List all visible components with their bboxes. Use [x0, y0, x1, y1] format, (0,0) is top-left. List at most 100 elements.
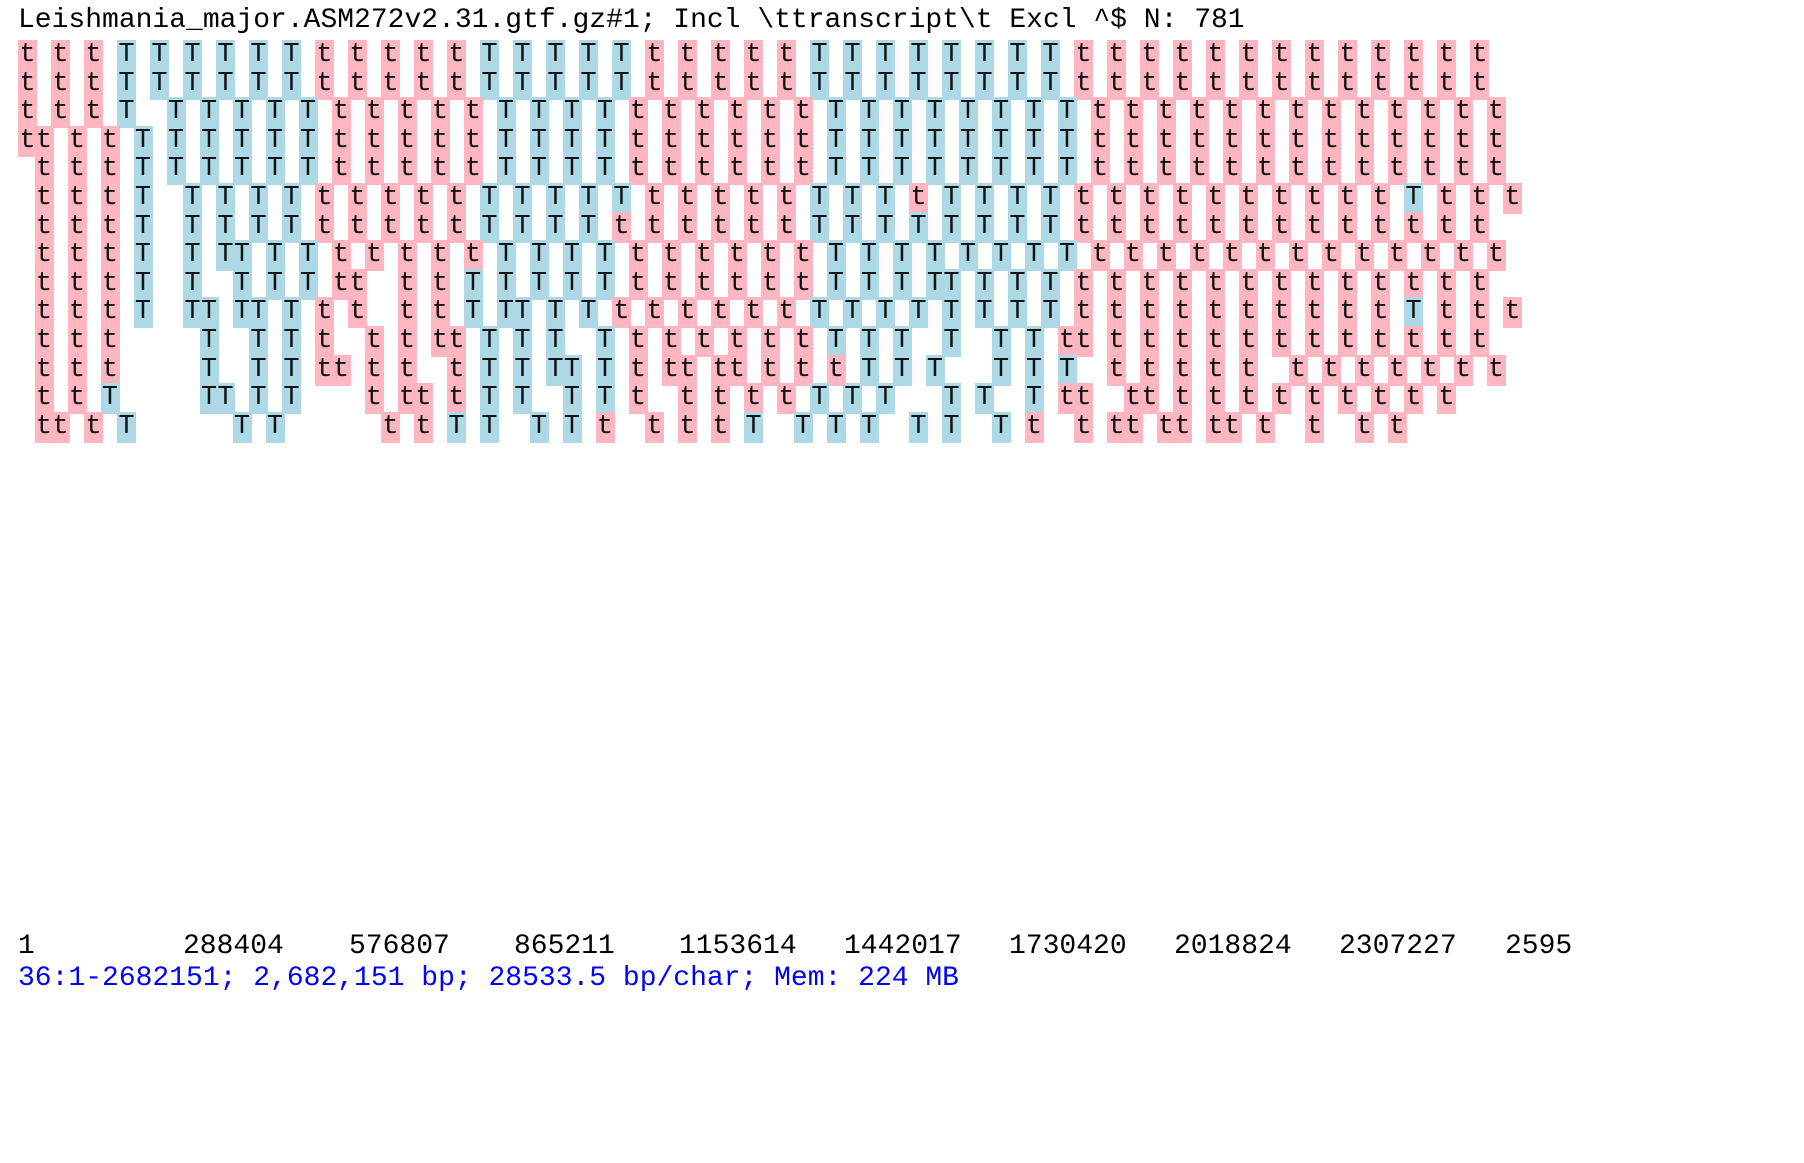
reverse-feature-glyph[interactable]: t	[364, 125, 384, 157]
reverse-feature-glyph[interactable]: t	[744, 297, 763, 329]
reverse-feature-glyph[interactable]: t	[678, 211, 697, 243]
reverse-feature-glyph[interactable]: t	[100, 211, 120, 243]
forward-feature-glyph[interactable]: T	[942, 268, 961, 300]
reverse-feature-glyph[interactable]: t	[661, 268, 681, 300]
forward-feature-glyph[interactable]: T	[117, 68, 136, 100]
forward-feature-glyph[interactable]: T	[166, 125, 186, 157]
reverse-feature-glyph[interactable]: t	[727, 268, 747, 300]
forward-feature-glyph[interactable]: T	[958, 154, 978, 186]
reverse-feature-glyph[interactable]: t	[727, 354, 747, 386]
forward-feature-glyph[interactable]: T	[232, 268, 252, 300]
forward-feature-glyph[interactable]: T	[183, 297, 202, 329]
forward-feature-glyph[interactable]: T	[826, 154, 846, 186]
reverse-feature-glyph[interactable]: t	[678, 411, 697, 443]
reverse-feature-glyph[interactable]: t	[1453, 125, 1473, 157]
reverse-feature-glyph[interactable]: t	[793, 125, 813, 157]
forward-feature-glyph[interactable]: T	[546, 326, 565, 357]
reverse-feature-glyph[interactable]: t	[760, 240, 780, 272]
reverse-feature-glyph[interactable]: t	[1090, 97, 1110, 129]
reverse-feature-glyph[interactable]: t	[1107, 411, 1126, 443]
reverse-feature-glyph[interactable]: t	[1090, 240, 1110, 272]
forward-feature-glyph[interactable]: T	[892, 326, 912, 357]
reverse-feature-glyph[interactable]: t	[711, 68, 730, 100]
reverse-feature-glyph[interactable]: t	[348, 211, 367, 243]
reverse-feature-glyph[interactable]: t	[793, 326, 813, 357]
reverse-feature-glyph[interactable]: t	[1123, 154, 1143, 186]
reverse-feature-glyph[interactable]: t	[1387, 125, 1407, 157]
forward-feature-glyph[interactable]: T	[117, 97, 136, 129]
forward-feature-glyph[interactable]: T	[216, 68, 235, 100]
reverse-feature-glyph[interactable]: t	[777, 40, 796, 71]
forward-feature-glyph[interactable]: T	[1024, 97, 1044, 129]
forward-feature-glyph[interactable]: T	[595, 268, 615, 300]
reverse-feature-glyph[interactable]: t	[645, 297, 664, 329]
reverse-feature-glyph[interactable]: t	[1239, 68, 1258, 100]
reverse-feature-glyph[interactable]: t	[760, 125, 780, 157]
reverse-feature-glyph[interactable]: t	[1371, 383, 1390, 415]
reverse-feature-glyph[interactable]: t	[1288, 154, 1308, 186]
forward-feature-glyph[interactable]: T	[562, 268, 582, 300]
forward-feature-glyph[interactable]: T	[513, 211, 532, 243]
forward-feature-glyph[interactable]: T	[480, 40, 499, 71]
reverse-feature-glyph[interactable]: t	[1189, 125, 1209, 157]
forward-feature-glyph[interactable]: T	[265, 97, 285, 129]
forward-feature-glyph[interactable]: T	[876, 211, 895, 243]
reverse-feature-glyph[interactable]: t	[1387, 354, 1407, 386]
reverse-feature-glyph[interactable]: t	[694, 125, 714, 157]
reverse-feature-glyph[interactable]: t	[1140, 68, 1159, 100]
forward-feature-glyph[interactable]: T	[199, 154, 219, 186]
forward-feature-glyph[interactable]: T	[991, 354, 1011, 386]
reverse-feature-glyph[interactable]: t	[727, 154, 747, 186]
reverse-feature-glyph[interactable]: t	[1470, 183, 1489, 214]
forward-feature-glyph[interactable]: T	[232, 125, 252, 157]
forward-feature-glyph[interactable]: T	[480, 326, 499, 357]
reverse-feature-glyph[interactable]: t	[711, 354, 730, 386]
forward-feature-glyph[interactable]: T	[496, 97, 516, 129]
reverse-feature-glyph[interactable]: t	[397, 154, 417, 186]
reverse-feature-glyph[interactable]: t	[364, 383, 384, 415]
reverse-feature-glyph[interactable]: t	[1437, 68, 1456, 100]
reverse-feature-glyph[interactable]: t	[331, 97, 351, 129]
forward-feature-glyph[interactable]: T	[216, 40, 235, 71]
reverse-feature-glyph[interactable]: t	[34, 326, 54, 357]
reverse-feature-glyph[interactable]: t	[1189, 154, 1209, 186]
forward-feature-glyph[interactable]: T	[183, 40, 202, 71]
forward-feature-glyph[interactable]: T	[859, 354, 879, 386]
reverse-feature-glyph[interactable]: t	[447, 40, 466, 71]
reverse-feature-glyph[interactable]: t	[1024, 411, 1044, 443]
forward-feature-glyph[interactable]: T	[579, 183, 598, 214]
forward-feature-glyph[interactable]: T	[958, 97, 978, 129]
reverse-feature-glyph[interactable]: t	[1437, 297, 1456, 329]
reverse-feature-glyph[interactable]: t	[1354, 154, 1374, 186]
reverse-feature-glyph[interactable]: t	[1371, 268, 1390, 300]
reverse-feature-glyph[interactable]: t	[1090, 154, 1110, 186]
reverse-feature-glyph[interactable]: t	[381, 211, 400, 243]
forward-feature-glyph[interactable]: T	[282, 211, 301, 243]
forward-feature-glyph[interactable]: T	[546, 68, 565, 100]
reverse-feature-glyph[interactable]: t	[1107, 326, 1126, 357]
reverse-feature-glyph[interactable]: t	[331, 125, 351, 157]
forward-feature-glyph[interactable]: T	[133, 240, 153, 272]
forward-feature-glyph[interactable]: T	[117, 411, 136, 443]
forward-feature-glyph[interactable]: T	[859, 240, 879, 272]
reverse-feature-glyph[interactable]: t	[315, 326, 334, 357]
reverse-feature-glyph[interactable]: t	[18, 40, 37, 71]
reverse-feature-glyph[interactable]: t	[1305, 411, 1324, 443]
reverse-feature-glyph[interactable]: t	[397, 125, 417, 157]
forward-feature-glyph[interactable]: T	[232, 411, 252, 443]
forward-feature-glyph[interactable]: T	[232, 240, 252, 272]
forward-feature-glyph[interactable]: T	[826, 268, 846, 300]
reverse-feature-glyph[interactable]: t	[744, 68, 763, 100]
forward-feature-glyph[interactable]: T	[942, 383, 961, 415]
forward-feature-glyph[interactable]: T	[810, 383, 829, 415]
reverse-feature-glyph[interactable]: t	[1387, 411, 1407, 443]
reverse-feature-glyph[interactable]: t	[84, 411, 103, 443]
reverse-feature-glyph[interactable]: t	[694, 240, 714, 272]
reverse-feature-glyph[interactable]: t	[1305, 297, 1324, 329]
reverse-feature-glyph[interactable]: t	[315, 297, 334, 329]
reverse-feature-glyph[interactable]: t	[1123, 411, 1143, 443]
reverse-feature-glyph[interactable]: t	[67, 125, 87, 157]
reverse-feature-glyph[interactable]: t	[1272, 183, 1291, 214]
reverse-feature-glyph[interactable]: t	[1255, 97, 1275, 129]
reverse-feature-glyph[interactable]: t	[34, 383, 54, 415]
